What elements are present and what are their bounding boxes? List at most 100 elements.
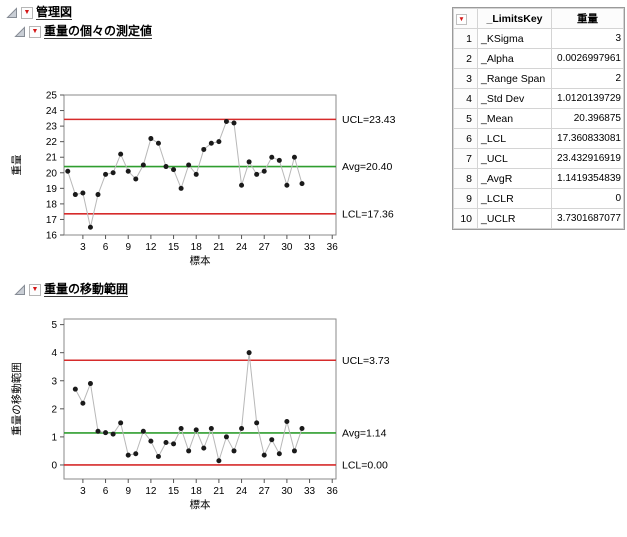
table-corner-cell[interactable]: ▼ (453, 8, 478, 29)
table-row: 2 _Alpha 0.0026997961 (453, 48, 624, 69)
svg-text:16: 16 (46, 231, 58, 242)
disclosure-open-icon[interactable] (6, 6, 18, 19)
outline-node-moving-range: ▼ 重量の移動範囲 (14, 282, 129, 297)
table-row: 4 _Std Dev 1.0120139729 (453, 88, 624, 109)
individual-measurements-chart[interactable]: UCL=23.43 Avg=20.40 LCL=17.36 16 17 18 19 20 21 2… (6, 42, 450, 279)
table-row: 1 _KSigma 3 (453, 28, 624, 49)
svg-text:27: 27 (259, 486, 271, 497)
row-number-cell[interactable]: 3 (453, 68, 478, 89)
svg-text:36: 36 (327, 242, 339, 253)
row-number-cell[interactable]: 9 (453, 188, 478, 209)
svg-text:30: 30 (281, 486, 293, 497)
limitskey-cell[interactable]: _AvgR (477, 168, 552, 189)
table-row: 10 _UCLR 3.7301687077 (453, 208, 624, 229)
svg-text:25: 25 (46, 91, 58, 102)
outline-title-individuals: 重量の個々の測定値 (44, 24, 153, 39)
svg-text:33: 33 (304, 242, 316, 253)
limits-table: ▼ _LimitsKey 重量 1 _KSigma 3 2 _Alpha 0.002699… (453, 8, 624, 229)
svg-text:24: 24 (236, 486, 248, 497)
svg-text:5: 5 (51, 320, 57, 331)
svg-text:20: 20 (46, 168, 58, 179)
svg-text:0: 0 (51, 460, 57, 471)
svg-text:21: 21 (213, 242, 225, 253)
svg-text:UCL=3.73: UCL=3.73 (342, 355, 390, 367)
svg-text:36: 36 (327, 486, 339, 497)
svg-text:24: 24 (236, 242, 248, 253)
table-row: 9 _LCLR 0 (453, 188, 624, 209)
svg-text:Avg=1.14: Avg=1.14 (342, 427, 387, 439)
svg-text:1: 1 (51, 432, 57, 443)
svg-text:15: 15 (168, 486, 180, 497)
row-number-cell[interactable]: 2 (453, 48, 478, 69)
row-number-cell[interactable]: 5 (453, 108, 478, 129)
row-number-cell[interactable]: 6 (453, 128, 478, 149)
weight-value-cell[interactable]: 0 (551, 188, 624, 209)
table-row: 8 _AvgR 1.1419354839 (453, 168, 624, 189)
limits-data-table: ▼ _LimitsKey 重量 1 _KSigma 3 2 _Alpha 0.002699… (452, 7, 625, 230)
svg-text:9: 9 (125, 486, 131, 497)
limitskey-cell[interactable]: _KSigma (477, 28, 552, 49)
svg-text:15: 15 (168, 242, 180, 253)
table-red-triangle-icon[interactable]: ▼ (456, 14, 467, 25)
red-triangle-menu-icon[interactable]: ▼ (29, 25, 41, 38)
svg-text:27: 27 (259, 242, 271, 253)
svg-text:18: 18 (46, 199, 58, 210)
limitskey-cell[interactable]: _LCL (477, 128, 552, 149)
weight-value-cell[interactable]: 0.0026997961 (551, 48, 624, 69)
limitskey-cell[interactable]: _LCLR (477, 188, 552, 209)
table-row: 3 _Range Span 2 (453, 68, 624, 89)
limitskey-cell[interactable]: _UCL (477, 148, 552, 169)
svg-text:LCL=0.00: LCL=0.00 (342, 459, 388, 471)
svg-text:18: 18 (191, 242, 203, 253)
limitskey-cell[interactable]: _UCLR (477, 208, 552, 229)
svg-text:標本: 標本 (190, 254, 211, 267)
weight-value-cell[interactable]: 3.7301687077 (551, 208, 624, 229)
limitskey-cell[interactable]: _Range Span (477, 68, 552, 89)
row-number-cell[interactable]: 10 (453, 208, 478, 229)
svg-text:2: 2 (51, 404, 57, 415)
disclosure-open-icon[interactable] (14, 283, 26, 296)
row-number-cell[interactable]: 8 (453, 168, 478, 189)
limitskey-cell[interactable]: _Std Dev (477, 88, 552, 109)
svg-text:12: 12 (145, 486, 157, 497)
table-row: 6 _LCL 17.360833081 (453, 128, 624, 149)
svg-text:3: 3 (80, 242, 86, 253)
column-header-weight[interactable]: 重量 (551, 8, 624, 29)
weight-value-cell[interactable]: 2 (551, 68, 624, 89)
row-number-cell[interactable]: 4 (453, 88, 478, 109)
svg-text:22: 22 (46, 137, 58, 148)
svg-text:12: 12 (145, 242, 157, 253)
red-triangle-menu-icon[interactable]: ▼ (29, 283, 41, 296)
svg-text:21: 21 (213, 486, 225, 497)
svg-text:標本: 標本 (190, 498, 211, 511)
table-row: 7 _UCL 23.432916919 (453, 148, 624, 169)
weight-value-cell[interactable]: 1.0120139729 (551, 88, 624, 109)
weight-value-cell[interactable]: 1.1419354839 (551, 168, 624, 189)
red-triangle-menu-icon[interactable]: ▼ (21, 6, 33, 19)
table-header-row: ▼ _LimitsKey 重量 (453, 8, 624, 29)
svg-text:17: 17 (46, 215, 58, 226)
svg-text:重量: 重量 (10, 154, 23, 175)
svg-text:UCL=23.43: UCL=23.43 (342, 114, 396, 126)
svg-text:19: 19 (46, 184, 58, 195)
column-header-limitskey[interactable]: _LimitsKey (477, 8, 552, 29)
weight-value-cell[interactable]: 23.432916919 (551, 148, 624, 169)
svg-text:30: 30 (281, 242, 293, 253)
weight-value-cell[interactable]: 20.396875 (551, 108, 624, 129)
disclosure-open-icon[interactable] (14, 25, 26, 38)
svg-text:33: 33 (304, 486, 316, 497)
table-row: 5 _Mean 20.396875 (453, 108, 624, 129)
weight-value-cell[interactable]: 3 (551, 28, 624, 49)
outline-node-individuals: ▼ 重量の個々の測定値 (14, 24, 153, 39)
row-number-cell[interactable]: 1 (453, 28, 478, 49)
limitskey-cell[interactable]: _Alpha (477, 48, 552, 69)
moving-range-chart[interactable]: UCL=3.73 Avg=1.14 LCL=0.00 0 1 2 3 4 5 3 6 9 12 15 18 2… (6, 301, 450, 518)
row-number-cell[interactable]: 7 (453, 148, 478, 169)
outline-title-control-chart: 管理図 (36, 5, 73, 20)
svg-text:21: 21 (46, 153, 58, 164)
limitskey-cell[interactable]: _Mean (477, 108, 552, 129)
weight-value-cell[interactable]: 17.360833081 (551, 128, 624, 149)
svg-text:3: 3 (51, 376, 57, 387)
svg-text:6: 6 (103, 242, 109, 253)
